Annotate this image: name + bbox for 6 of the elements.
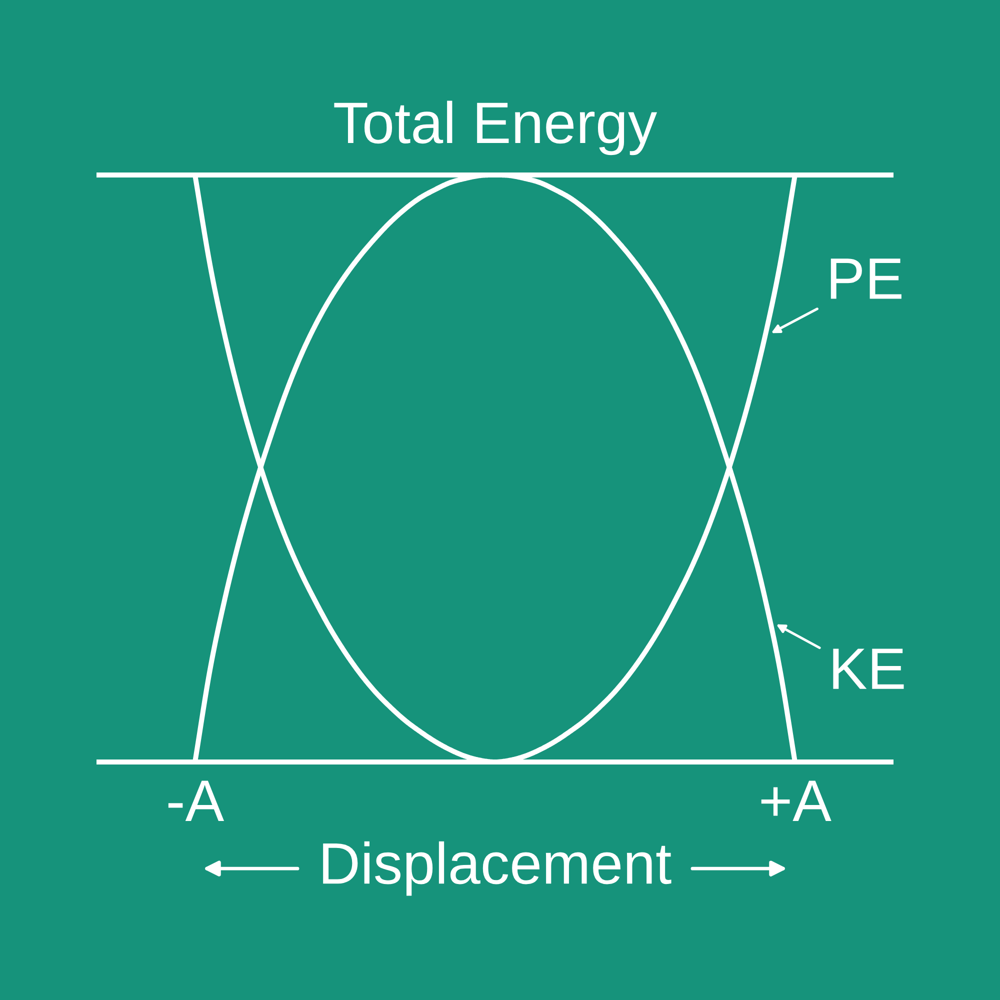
x-tick-label: -A xyxy=(168,780,224,821)
ref-line-label: Total Energy xyxy=(334,100,658,156)
x-tick-label: +A xyxy=(761,780,832,821)
legend-label: KE xyxy=(833,648,904,689)
series-label: PE xyxy=(830,258,902,299)
x-axis-title: Displacement xyxy=(323,841,672,896)
